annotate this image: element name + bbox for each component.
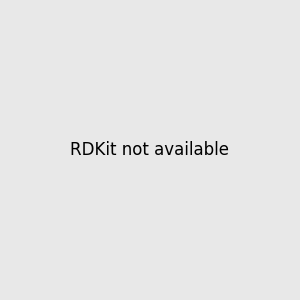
- Text: RDKit not available: RDKit not available: [70, 141, 230, 159]
